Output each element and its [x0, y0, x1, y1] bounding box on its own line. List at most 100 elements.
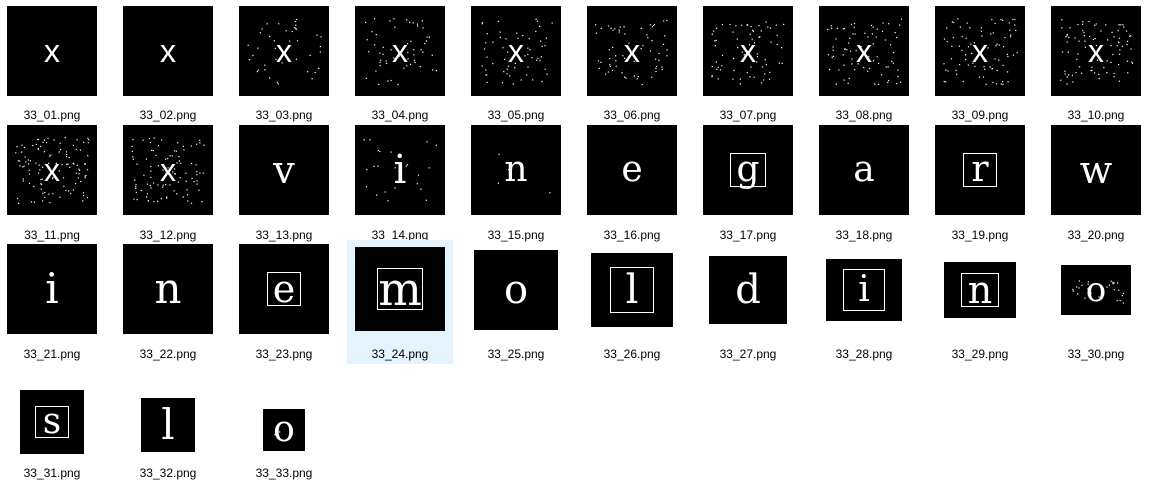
file-thumbnail: x	[7, 125, 97, 215]
glyph-char: n	[961, 271, 999, 309]
letter-glyph: x	[703, 6, 793, 96]
letter-glyph: o	[263, 409, 305, 451]
letter-glyph: x	[239, 6, 329, 96]
letter-glyph: l	[141, 398, 195, 452]
file-item[interactable]: a 33_18.png	[811, 121, 917, 245]
letter-glyph: x	[123, 6, 213, 96]
file-name-label: 33_10.png	[1067, 108, 1125, 122]
file-item[interactable]: x 33_03.png	[231, 2, 337, 125]
file-name-label: 33_14.png	[371, 228, 429, 242]
glyph-char: x	[740, 33, 756, 69]
glyph-char: e	[621, 149, 643, 190]
file-name-label: 33_16.png	[603, 228, 661, 242]
file-name-label: 33_11.png	[24, 228, 80, 242]
file-item[interactable]: s 33_31.png	[0, 386, 105, 483]
file-item[interactable]: g 33_17.png	[695, 121, 801, 245]
file-item[interactable]: x 33_12.png	[115, 121, 221, 245]
file-item[interactable]: x 33_01.png	[0, 2, 105, 125]
file-item[interactable]: x 33_04.png	[347, 2, 453, 125]
file-item[interactable]: e 33_23.png	[231, 240, 337, 364]
letter-glyph: x	[1051, 6, 1141, 96]
letter-glyph: n	[471, 125, 561, 215]
glyph-char: e	[267, 270, 301, 308]
file-thumbnail: n	[944, 262, 1016, 318]
glyph-char: o	[273, 409, 295, 450]
file-item[interactable]: x 33_10.png	[1043, 2, 1149, 125]
letter-glyph: i	[355, 125, 445, 215]
file-thumbnail: m	[355, 247, 445, 331]
file-thumbnail: e	[239, 244, 329, 334]
letter-glyph: w	[1051, 125, 1141, 215]
file-item[interactable]: x 33_07.png	[695, 2, 801, 125]
file-item[interactable]: n 33_29.png	[927, 240, 1033, 364]
file-item[interactable]: i 33_28.png	[811, 240, 917, 364]
file-name-label: 33_02.png	[139, 108, 197, 122]
file-name-label: 33_13.png	[255, 228, 313, 242]
file-item[interactable]: e 33_16.png	[579, 121, 685, 245]
glyph-char: v	[273, 148, 295, 192]
file-thumbnail: o	[1061, 265, 1131, 315]
file-thumbnail: o	[263, 409, 305, 451]
file-item[interactable]: v 33_13.png	[231, 121, 337, 245]
file-item[interactable]: d 33_27.png	[695, 240, 801, 364]
glyph-char: w	[1079, 148, 1113, 192]
file-item[interactable]: o 33_30.png	[1043, 240, 1149, 364]
file-name-label: 33_24.png	[371, 347, 429, 361]
letter-glyph: n	[944, 262, 1016, 318]
file-name-label: 33_06.png	[603, 108, 661, 122]
letter-glyph: a	[819, 125, 909, 215]
file-name-label: 33_31.png	[23, 466, 81, 480]
file-name-label: 33_29.png	[951, 347, 1009, 361]
letter-glyph: x	[7, 125, 97, 215]
file-item[interactable]: n 33_15.png	[463, 121, 569, 245]
glyph-char: i	[843, 269, 885, 311]
file-item[interactable]: i 33_21.png	[0, 240, 105, 364]
file-item[interactable]: x 33_11.png	[0, 121, 105, 245]
letter-glyph: d	[709, 256, 787, 324]
file-item[interactable]: l 33_32.png	[115, 386, 221, 483]
file-name-label: 33_20.png	[1067, 228, 1125, 242]
file-item[interactable]: i 33_14.png	[347, 121, 453, 245]
glyph-char: n	[154, 264, 182, 313]
glyph-char: d	[735, 267, 761, 313]
glyph-char: s	[35, 404, 69, 440]
file-item[interactable]: m 33_24.png	[347, 240, 453, 364]
letter-glyph: x	[471, 6, 561, 96]
file-item[interactable]: o 33_25.png	[463, 240, 569, 364]
file-thumbnail: a	[819, 125, 909, 215]
glyph-char: x	[972, 33, 988, 69]
file-item[interactable]: r 33_19.png	[927, 121, 1033, 245]
file-name-label: 33_04.png	[371, 108, 429, 122]
glyph-char: x	[160, 152, 176, 188]
file-thumbnail: d	[709, 256, 787, 324]
letter-glyph: i	[7, 244, 97, 334]
glyph-char: x	[44, 152, 60, 188]
file-thumbnail: x	[587, 6, 677, 96]
file-item[interactable]: o 33_33.png	[231, 386, 337, 483]
file-item[interactable]: l 33_26.png	[579, 240, 685, 364]
file-item[interactable]: x 33_06.png	[579, 2, 685, 125]
file-item[interactable]: x 33_05.png	[463, 2, 569, 125]
file-name-label: 33_18.png	[835, 228, 893, 242]
glyph-char: x	[160, 33, 176, 69]
file-thumbnail: n	[123, 244, 213, 334]
file-name-label: 33_12.png	[139, 228, 197, 242]
file-item[interactable]: x 33_02.png	[115, 2, 221, 125]
file-item[interactable]: n 33_22.png	[115, 240, 221, 364]
file-thumbnail: x	[123, 6, 213, 96]
file-thumbnail: x	[703, 6, 793, 96]
letter-glyph: v	[239, 125, 329, 215]
file-thumbnail: x	[355, 6, 445, 96]
letter-glyph: n	[123, 244, 213, 334]
file-name-label: 33_23.png	[255, 347, 313, 361]
glyph-char: o	[1085, 270, 1107, 310]
file-item[interactable]: w 33_20.png	[1043, 121, 1149, 245]
glyph-char: x	[856, 33, 872, 69]
file-name-label: 33_30.png	[1067, 347, 1125, 361]
glyph-char: a	[853, 149, 875, 190]
file-thumbnail: l	[141, 398, 195, 452]
letter-glyph: o	[474, 250, 558, 330]
file-item[interactable]: x 33_09.png	[927, 2, 1033, 125]
file-item[interactable]: x 33_08.png	[811, 2, 917, 125]
file-name-label: 33_25.png	[487, 347, 545, 361]
